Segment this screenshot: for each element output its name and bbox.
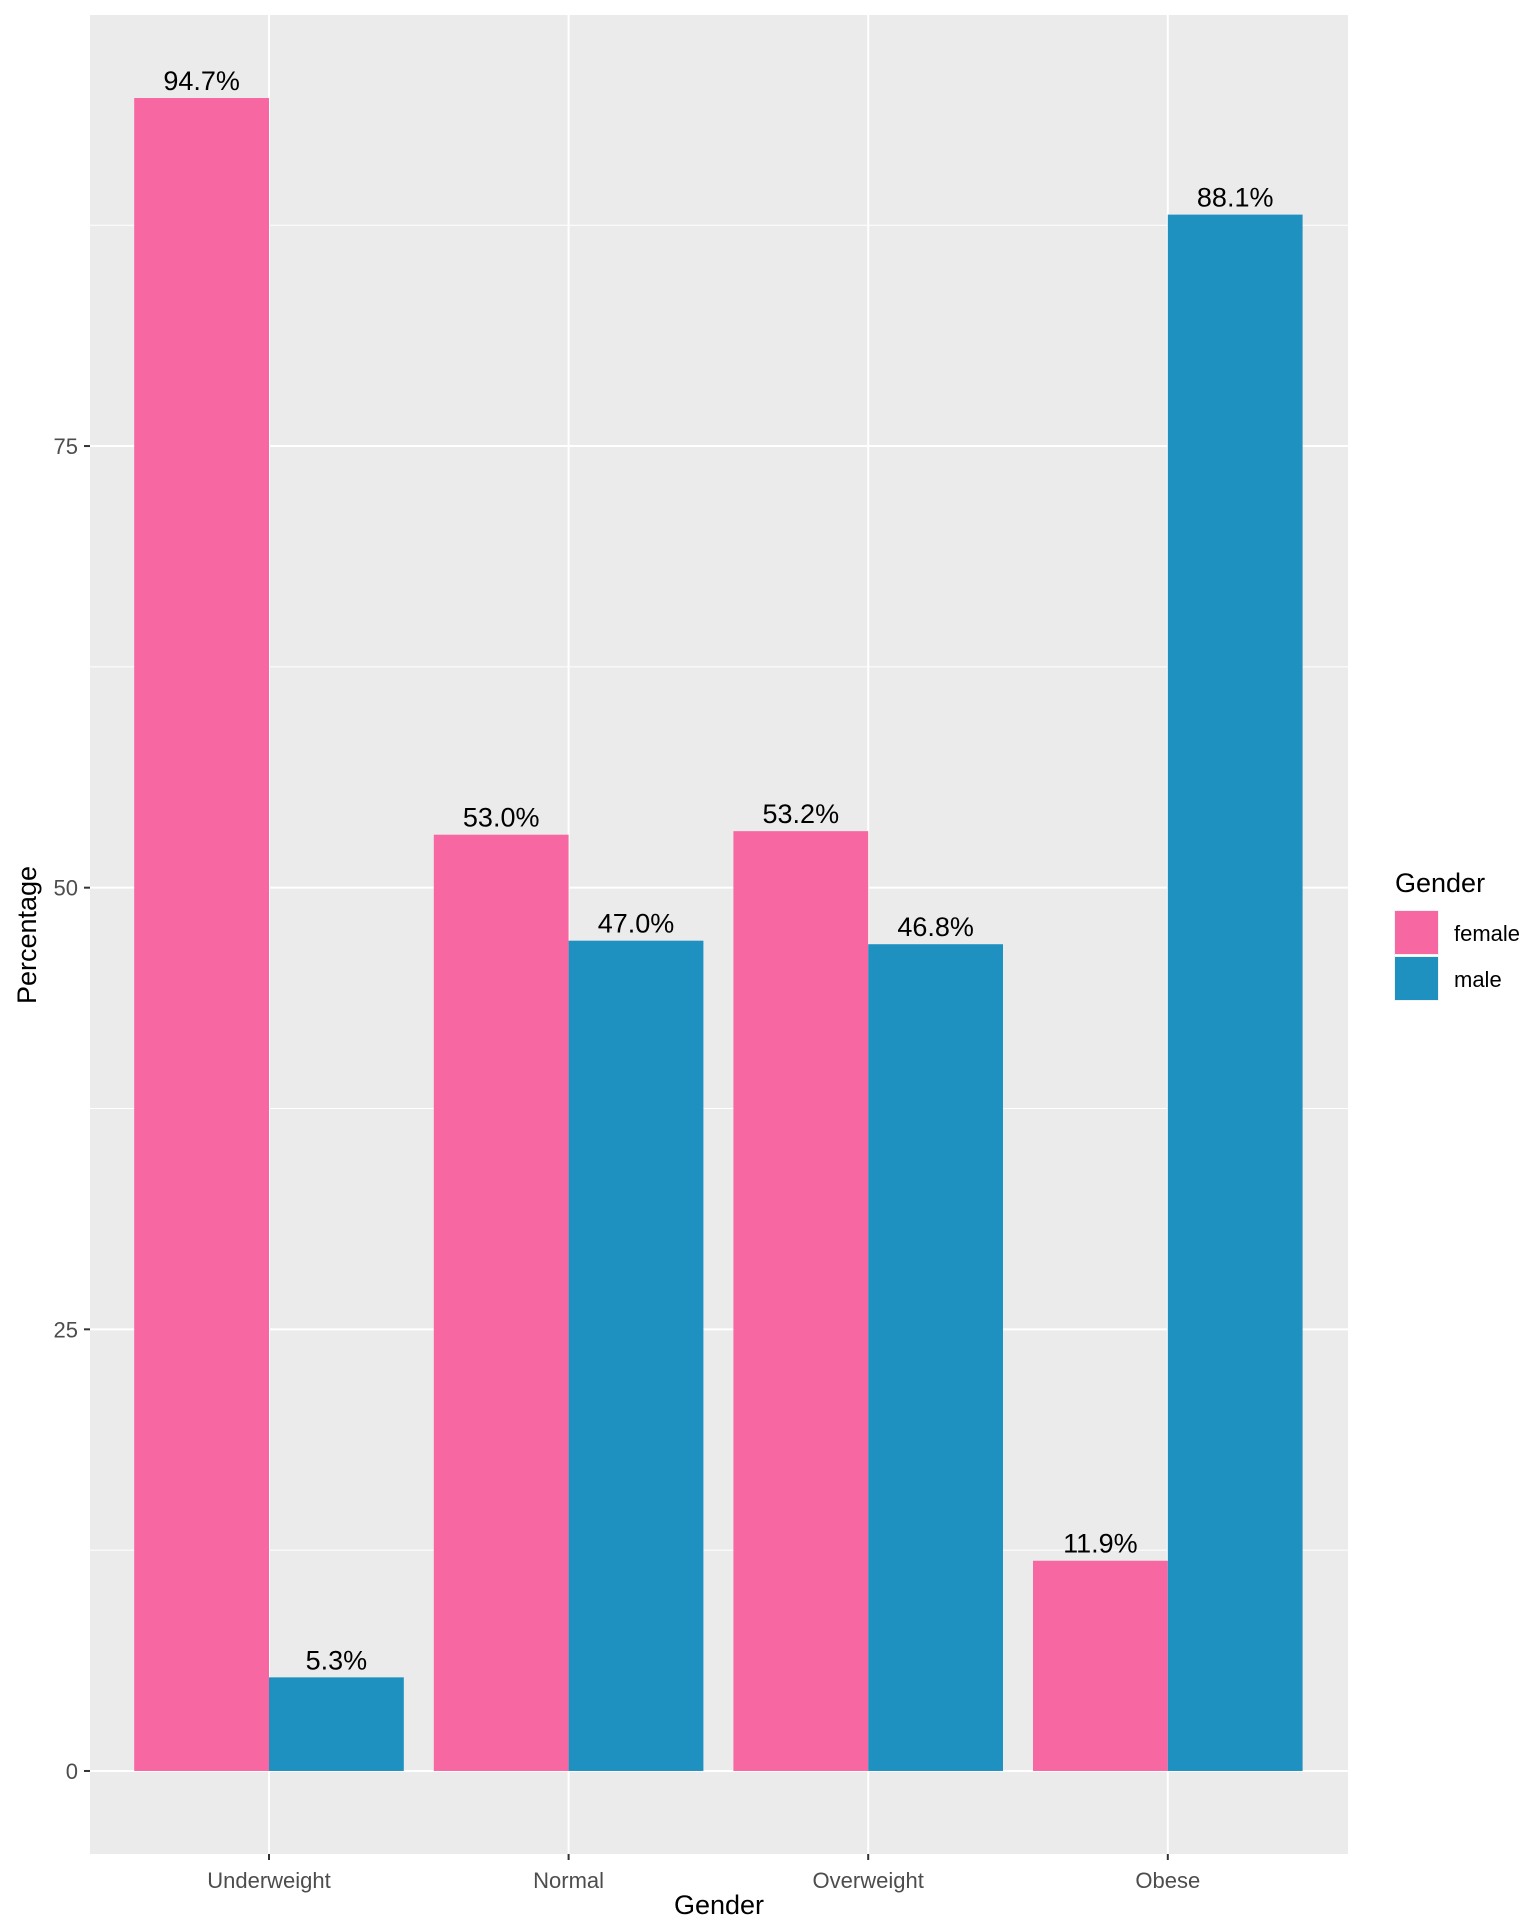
- data-label: 53.2%: [763, 799, 840, 829]
- x-tick-label: Normal: [533, 1868, 604, 1893]
- data-label: 11.9%: [1063, 1529, 1138, 1559]
- bar-male-overweight: [868, 944, 1003, 1771]
- bar-female-overweight: [733, 831, 869, 1771]
- y-axis-title: Percentage: [12, 866, 42, 1004]
- data-label: 88.1%: [1197, 183, 1274, 213]
- plot-panel: [90, 15, 1348, 1854]
- legend-label-female: female: [1454, 921, 1520, 946]
- data-label: 94.7%: [163, 66, 240, 96]
- data-label: 47.0%: [598, 909, 675, 939]
- y-tick-label: 75: [54, 434, 78, 459]
- bar-male-normal: [568, 940, 704, 1771]
- data-label: 46.8%: [897, 912, 974, 942]
- y-tick-label: 50: [54, 876, 78, 901]
- data-label: 5.3%: [306, 1645, 368, 1675]
- x-axis-title: Gender: [674, 1890, 764, 1920]
- x-tick-label: Underweight: [207, 1868, 331, 1893]
- x-tick-label: Overweight: [813, 1868, 924, 1893]
- bar-male-obese: [1167, 214, 1303, 1771]
- legend-title: Gender: [1395, 868, 1485, 898]
- y-tick-label: 0: [66, 1759, 78, 1784]
- legend: Gender female male: [1394, 868, 1520, 1001]
- bar-male-underweight: [269, 1677, 404, 1771]
- data-label: 53.0%: [463, 803, 540, 833]
- x-tick-label: Obese: [1135, 1868, 1200, 1893]
- bar-female-normal: [433, 834, 569, 1771]
- legend-label-male: male: [1454, 967, 1502, 992]
- y-tick-label: 25: [54, 1317, 78, 1342]
- legend-swatch-male: [1395, 957, 1438, 1000]
- legend-swatch-female: [1395, 911, 1438, 954]
- bar-female-underweight: [134, 98, 269, 1771]
- bar-female-obese: [1033, 1560, 1168, 1771]
